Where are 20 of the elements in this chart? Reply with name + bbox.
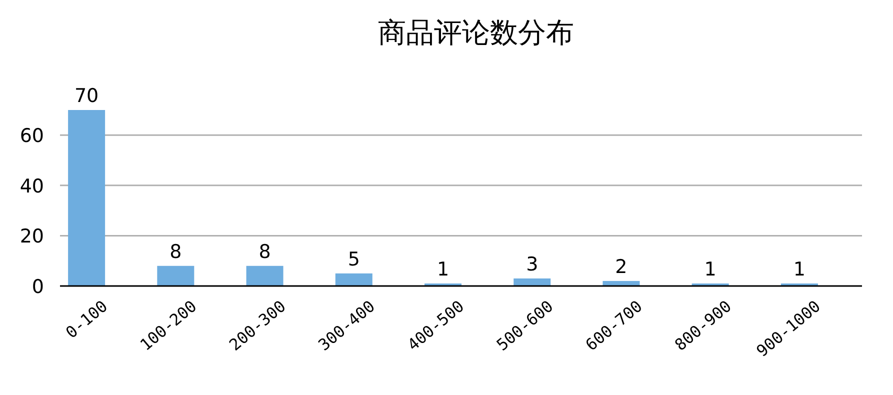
y-tick-label: 40 <box>20 175 44 198</box>
data-label: 70 <box>74 85 99 107</box>
data-label: 8 <box>258 240 271 263</box>
data-label: 5 <box>348 248 360 270</box>
data-label: 1 <box>436 258 450 280</box>
y-tick-label: 20 <box>20 226 44 248</box>
data-label: 3 <box>526 253 538 276</box>
data-label: 8 <box>170 240 182 263</box>
bar <box>335 273 372 286</box>
bar <box>68 110 106 286</box>
bar <box>602 280 640 286</box>
data-label: 1 <box>704 258 716 280</box>
bar <box>246 266 284 286</box>
y-tick-label: 0 <box>32 276 44 298</box>
data-label: 1 <box>793 258 806 280</box>
bar <box>157 266 194 286</box>
y-tick-label: 60 <box>20 125 44 148</box>
bar <box>514 278 551 286</box>
chart-title: 商品评论数分布 <box>378 16 574 49</box>
data-label: 2 <box>615 256 628 278</box>
